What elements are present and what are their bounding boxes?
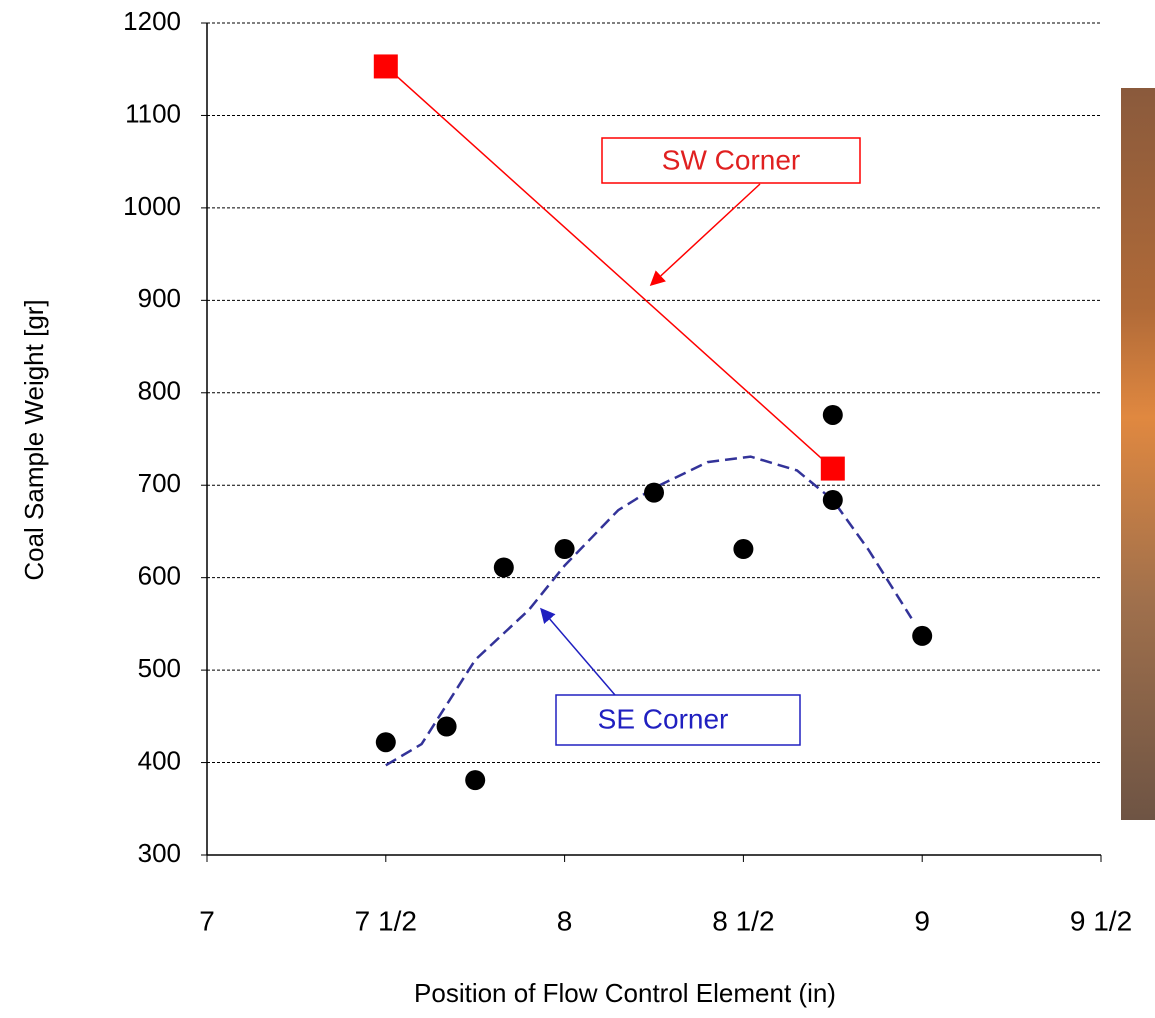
- point: [375, 732, 396, 753]
- callout-label: SE Corner: [598, 703, 729, 734]
- series-line: [385, 65, 834, 470]
- callout-arrow: [649, 183, 761, 287]
- y-tick-label: 800: [138, 376, 181, 406]
- photo-strip: [1121, 88, 1155, 820]
- point: [820, 456, 845, 481]
- callout-arrow: [540, 607, 616, 696]
- x-axis-label: Position of Flow Control Element (in): [414, 978, 836, 1008]
- y-tick-label: 1200: [123, 6, 181, 36]
- y-tick-label: 600: [138, 561, 181, 591]
- point: [554, 539, 575, 560]
- x-tick-label: 8 1/2: [712, 905, 774, 936]
- x-tick-label: 7: [199, 905, 215, 936]
- point: [912, 625, 933, 646]
- callout-box: [555, 694, 801, 746]
- x-tick-label: 7 1/2: [355, 905, 417, 936]
- callout-box: [601, 137, 861, 184]
- y-tick-label: 500: [138, 653, 181, 683]
- y-axis-label: Coal Sample Weight [gr]: [19, 299, 49, 580]
- y-tick-label: 700: [138, 468, 181, 498]
- point: [733, 539, 754, 560]
- y-tick-label: 1000: [123, 191, 181, 221]
- point: [822, 404, 843, 425]
- point: [465, 770, 486, 791]
- point: [373, 54, 398, 79]
- point: [822, 490, 843, 511]
- callout-label: SW Corner: [662, 144, 800, 175]
- y-tick-label: 400: [138, 745, 181, 775]
- y-tick-label: 1100: [125, 98, 181, 128]
- point: [644, 482, 664, 503]
- x-tick-label: 9: [914, 905, 930, 936]
- point: [493, 557, 514, 578]
- point: [436, 716, 457, 737]
- y-tick-label: 300: [138, 838, 181, 868]
- y-tick-label: 900: [138, 283, 181, 313]
- x-tick-label: 8: [557, 905, 573, 936]
- x-tick-label: 9 1/2: [1070, 905, 1132, 936]
